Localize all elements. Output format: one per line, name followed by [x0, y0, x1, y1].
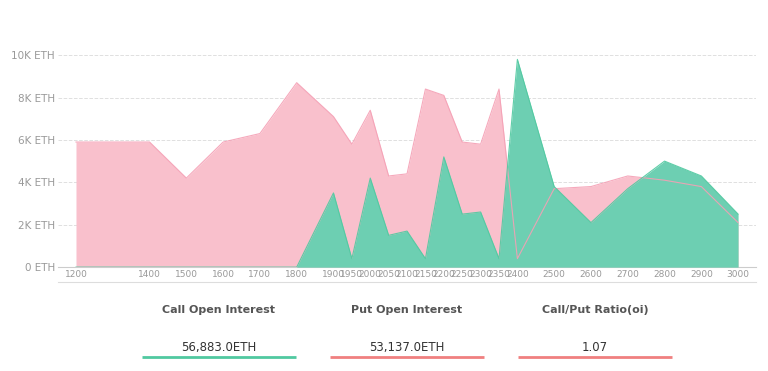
Text: 1.07: 1.07 [582, 341, 608, 354]
Text: Call Open Interest: Call Open Interest [162, 305, 276, 315]
Text: 53,137.0ETH: 53,137.0ETH [369, 341, 445, 354]
Text: Call/Put Ratio(oi): Call/Put Ratio(oi) [542, 305, 648, 315]
Text: 56,883.0ETH: 56,883.0ETH [181, 341, 257, 354]
Text: Put Open Interest: Put Open Interest [352, 305, 462, 315]
